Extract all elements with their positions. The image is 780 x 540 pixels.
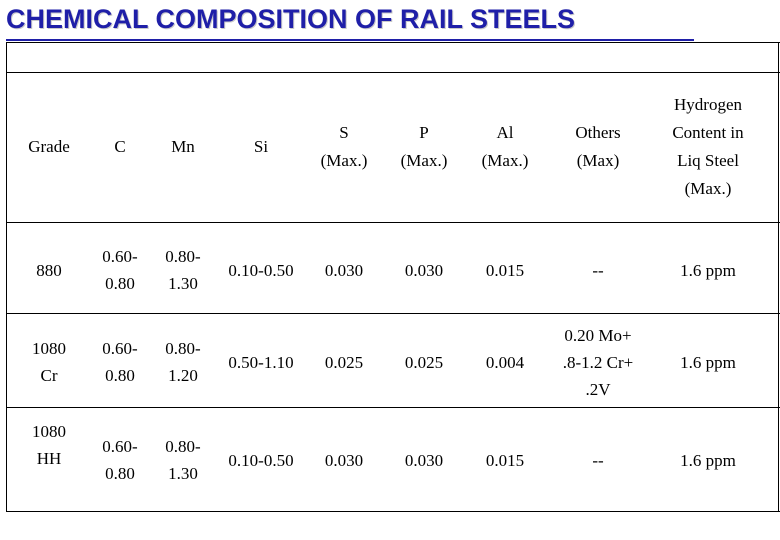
header-hydrogen: Hydrogen Content in Liq Steel (Max.): [672, 95, 744, 198]
table-rule: [6, 407, 780, 408]
cell-mn: 0.80- 1.20: [165, 339, 201, 385]
page-title: CHEMICAL COMPOSITION OF RAIL STEELS: [6, 4, 576, 34]
cell-si: 0.10-0.50: [228, 260, 294, 280]
cell-others: --: [592, 260, 604, 280]
cell-c: 0.60- 0.80: [102, 247, 138, 293]
cell-others: --: [592, 450, 604, 470]
header-al: Al (Max.): [481, 123, 529, 170]
cell-hydrogen: 1.6 ppm: [680, 352, 736, 372]
cell-others: 0.20 Mo+ .8-1.2 Cr+ .2V: [562, 325, 634, 399]
cell-si: 0.50-1.10: [228, 352, 294, 372]
header-mn: Mn: [171, 137, 195, 156]
table-rule: [6, 222, 780, 223]
cell-s: 0.030: [324, 260, 364, 280]
cell-si: 0.10-0.50: [228, 450, 294, 470]
table-border-right: [778, 42, 779, 512]
cell-mn: 0.80- 1.30: [165, 247, 201, 293]
cell-s: 0.025: [324, 352, 364, 372]
cell-c: 0.60- 0.80: [102, 437, 138, 483]
header-si: Si: [253, 137, 269, 156]
header-grade: Grade: [28, 137, 70, 156]
cell-al: 0.015: [485, 450, 525, 470]
table-border-top: [6, 42, 780, 43]
cell-hydrogen: 1.6 ppm: [680, 260, 736, 280]
header-others: Others (Max): [575, 123, 621, 170]
cell-grade: 1080 HH: [32, 422, 66, 468]
cell-s: 0.030: [324, 450, 364, 470]
cell-al: 0.004: [485, 352, 525, 372]
cell-p: 0.030: [404, 450, 444, 470]
table-border-left: [6, 42, 7, 512]
header-s: S (Max.): [320, 123, 368, 170]
header-c: C: [114, 137, 126, 156]
cell-grade: 1080 Cr: [32, 339, 66, 385]
cell-mn: 0.80- 1.30: [165, 437, 201, 483]
table-border-bottom: [6, 511, 780, 512]
header-p: P (Max.): [400, 123, 448, 170]
title-underline: [6, 39, 694, 41]
table-rule: [6, 72, 780, 73]
table-rule: [6, 313, 780, 314]
cell-grade: 880: [36, 260, 62, 280]
cell-hydrogen: 1.6 ppm: [680, 450, 736, 470]
cell-c: 0.60- 0.80: [102, 339, 138, 385]
cell-p: 0.025: [404, 352, 444, 372]
cell-p: 0.030: [404, 260, 444, 280]
cell-al: 0.015: [485, 260, 525, 280]
